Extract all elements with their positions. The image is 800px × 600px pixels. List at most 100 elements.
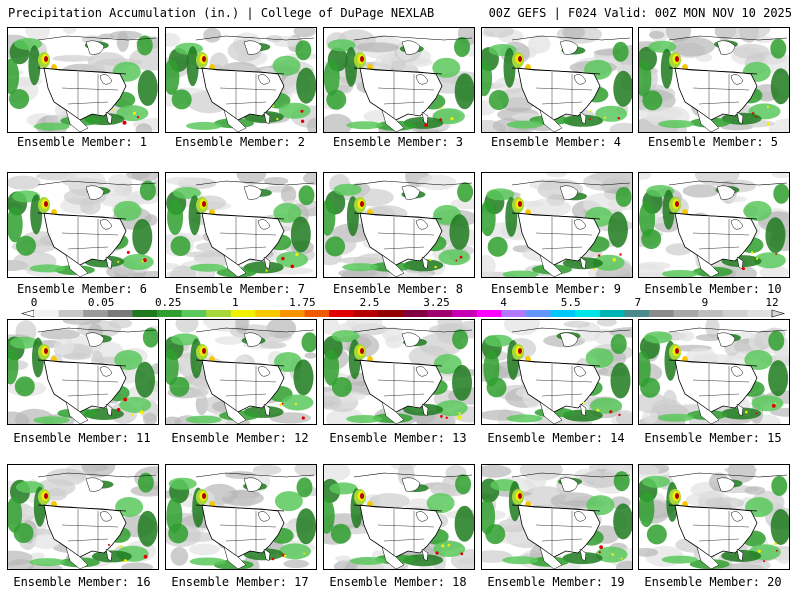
precip-map (324, 320, 474, 424)
scale-swatch (58, 310, 84, 317)
scale-swatch (181, 310, 207, 317)
precip-map (166, 173, 316, 277)
precip-map (166, 465, 316, 569)
scale-swatch (304, 310, 330, 317)
scale-swatch (698, 310, 724, 317)
scale-swatch (526, 310, 551, 317)
precip-map (482, 465, 632, 569)
member-caption: Ensemble Member: 6 (16, 282, 148, 296)
ensemble-map-member-19 (481, 464, 633, 570)
member-caption: Ensemble Member: 19 (487, 575, 625, 589)
precip-map (8, 28, 158, 132)
ensemble-map-member-10 (638, 172, 790, 278)
scale-swatch (132, 310, 158, 317)
scale-tick-label: 5.5 (561, 296, 581, 309)
scale-arrow-left (20, 309, 35, 318)
precip-map (324, 173, 474, 277)
ensemble-map-member-18 (323, 464, 475, 570)
chart-title: Precipitation Accumulation (in.) | Colle… (8, 6, 435, 20)
ensemble-map-member-13 (323, 319, 475, 425)
member-caption: Ensemble Member: 17 (171, 575, 309, 589)
scale-swatch (722, 310, 748, 317)
member-caption: Ensemble Member: 8 (332, 282, 464, 296)
ensemble-map-member-1 (7, 27, 159, 133)
scale-tick-label: 9 (702, 296, 709, 309)
precip-map (482, 173, 632, 277)
member-caption: Ensemble Member: 5 (647, 135, 779, 149)
scale-tick-label: 3.25 (423, 296, 450, 309)
precip-map (324, 28, 474, 132)
ensemble-map-member-5 (638, 27, 790, 133)
scale-swatch (550, 310, 576, 317)
ensemble-map-member-17 (165, 464, 317, 570)
scale-swatch (403, 310, 428, 317)
precip-map (639, 465, 789, 569)
precip-map (639, 28, 789, 132)
ensemble-map-member-15 (638, 319, 790, 425)
model-run-info: 00Z GEFS | F024 Valid: 00Z MON NOV 10 20… (488, 6, 792, 20)
scale-swatch (280, 310, 305, 317)
ensemble-map-member-16 (7, 464, 159, 570)
scale-swatch (230, 310, 256, 317)
member-caption: Ensemble Member: 7 (174, 282, 306, 296)
precip-map (324, 465, 474, 569)
member-caption: Ensemble Member: 14 (487, 431, 625, 445)
precip-map (482, 320, 632, 424)
ensemble-map-member-4 (481, 27, 633, 133)
scale-swatch (649, 310, 674, 317)
precip-map (166, 320, 316, 424)
member-caption: Ensemble Member: 2 (174, 135, 306, 149)
scale-swatch (673, 310, 699, 317)
ensemble-map-member-20 (638, 464, 790, 570)
member-caption: Ensemble Member: 15 (644, 431, 782, 445)
member-caption: Ensemble Member: 20 (644, 575, 782, 589)
precip-map (8, 320, 158, 424)
scale-swatch (476, 310, 502, 317)
scale-swatch (501, 310, 527, 317)
scale-swatch (427, 310, 453, 317)
scale-swatch (353, 310, 379, 317)
scale-swatch (157, 310, 182, 317)
scale-arrow-right (771, 309, 786, 318)
scale-tick-label: 2.5 (360, 296, 380, 309)
scale-tick-label: 1 (232, 296, 239, 309)
scale-tick-label: 0 (31, 296, 38, 309)
precip-map (639, 320, 789, 424)
ensemble-map-member-8 (323, 172, 475, 278)
scale-swatch (575, 310, 601, 317)
scale-tick-label: 12 (765, 296, 778, 309)
ensemble-map-member-3 (323, 27, 475, 133)
member-caption: Ensemble Member: 18 (329, 575, 467, 589)
scale-swatch (255, 310, 281, 317)
scale-swatch (329, 310, 355, 317)
precip-color-scale: 0 0.05 0.25 1 1.75 2.5 3.25 4 5.5 7 9 12 (20, 296, 786, 318)
scale-tick-label: 7 (634, 296, 641, 309)
ensemble-map-member-11 (7, 319, 159, 425)
precip-map (482, 28, 632, 132)
precip-map (166, 28, 316, 132)
scale-swatch (747, 310, 773, 317)
scale-swatch (206, 310, 232, 317)
ensemble-map-member-9 (481, 172, 633, 278)
member-caption: Ensemble Member: 1 (16, 135, 148, 149)
scale-swatch (378, 310, 404, 317)
scale-swatch (83, 310, 109, 317)
member-caption: Ensemble Member: 12 (171, 431, 309, 445)
scale-swatch (599, 310, 625, 317)
member-caption: Ensemble Member: 11 (13, 431, 151, 445)
member-caption: Ensemble Member: 10 (644, 282, 782, 296)
ensemble-map-member-12 (165, 319, 317, 425)
scale-tick-label: 1.75 (289, 296, 316, 309)
ensemble-map-member-7 (165, 172, 317, 278)
scale-tick-label: 0.05 (88, 296, 115, 309)
member-caption: Ensemble Member: 4 (490, 135, 622, 149)
scale-tick-label: 0.25 (155, 296, 182, 309)
scale-swatch (624, 310, 650, 317)
precip-map (639, 173, 789, 277)
scale-swatch (107, 310, 133, 317)
precip-map (8, 173, 158, 277)
ensemble-map-member-6 (7, 172, 159, 278)
precip-map (8, 465, 158, 569)
scale-swatch (34, 310, 59, 317)
scale-tick-label: 4 (500, 296, 507, 309)
